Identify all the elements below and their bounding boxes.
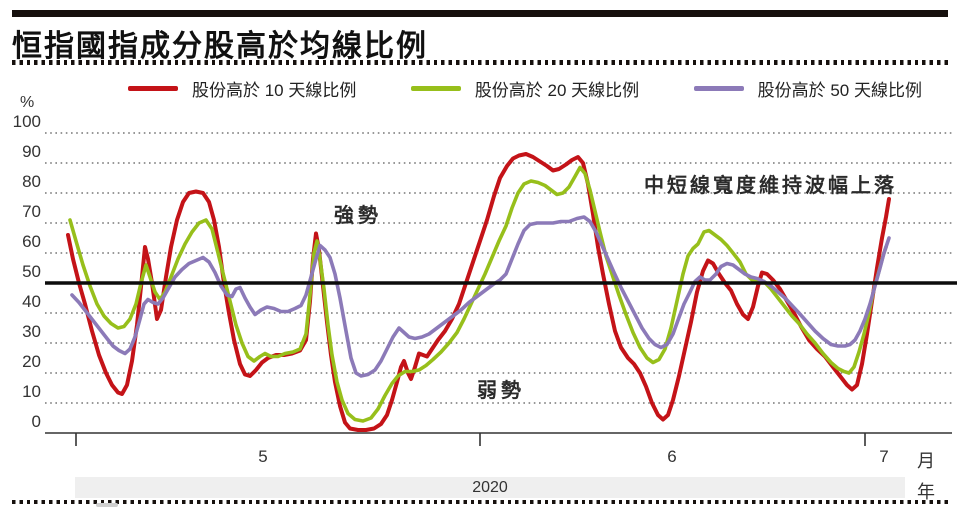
legend-swatch-icon — [410, 86, 461, 91]
y-tick-label: 70 — [22, 202, 41, 221]
top-rule — [12, 10, 948, 17]
x-tick-label: 5 — [258, 447, 268, 466]
y-tick-label: 20 — [22, 352, 41, 371]
y-tick-label: 60 — [22, 232, 41, 251]
legend-item-1: 股份高於 20 天線比例 — [410, 76, 640, 101]
legend-swatch-icon — [693, 86, 744, 91]
annotation-strong-zone: 強勢 — [334, 205, 382, 227]
annotation-weak-zone: 弱勢 — [477, 380, 525, 402]
dotted-separator-top — [12, 60, 948, 65]
annotation-trend-note: 中短線寬度維持波幅上落 — [644, 175, 897, 197]
year-band: 2020 — [75, 477, 905, 498]
dotted-separator-bottom — [12, 500, 948, 504]
x-axis-year-unit: 年 — [917, 482, 935, 502]
y-tick-label: 30 — [22, 322, 41, 341]
page-title: 恒指國指成分股高於均線比例 — [12, 30, 428, 63]
y-tick-label: 100 — [12, 112, 41, 131]
y-axis-unit-label: % — [20, 94, 35, 111]
y-tick-label: 40 — [22, 292, 41, 311]
y-tick-label: 80 — [22, 172, 41, 191]
year-label: 2020 — [472, 478, 508, 496]
y-tick-label: 90 — [22, 142, 41, 161]
cropped-element-fragment — [96, 503, 118, 507]
legend-swatch-icon — [128, 86, 178, 91]
series-line-2 — [70, 215, 891, 378]
y-tick-label: 10 — [22, 382, 41, 401]
chart-legend: 股份高於 10 天線比例 股份高於 20 天線比例 股份高於 50 天線比例 — [128, 76, 922, 101]
y-tick-label: 50 — [22, 262, 41, 281]
legend-item-2: 股份高於 50 天線比例 — [693, 76, 922, 101]
legend-item-0: 股份高於 10 天線比例 — [128, 76, 356, 101]
y-tick-label: 0 — [31, 412, 41, 431]
legend-label: 股份高於 10 天線比例 — [192, 81, 357, 100]
x-tick-label: 7 — [879, 447, 889, 466]
legend-label: 股份高於 20 天線比例 — [474, 81, 640, 100]
x-axis-month-unit: 月 — [917, 451, 935, 471]
x-tick-label: 6 — [667, 447, 677, 466]
legend-label: 股份高於 50 天線比例 — [757, 81, 922, 100]
